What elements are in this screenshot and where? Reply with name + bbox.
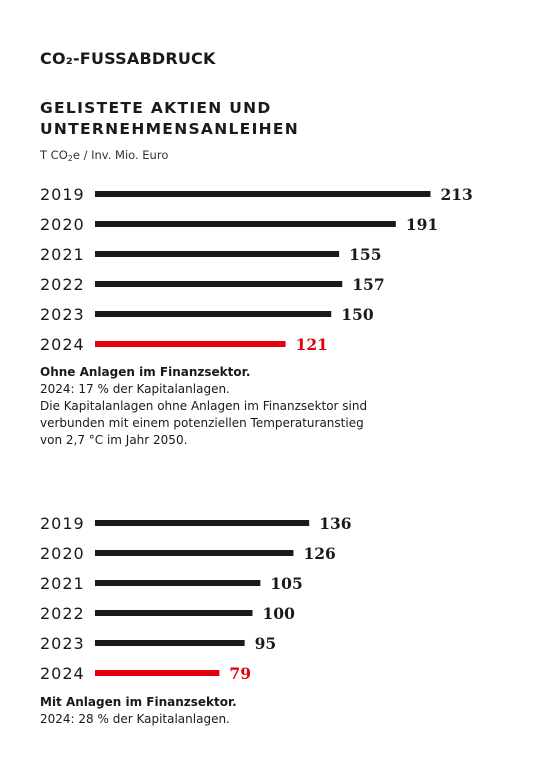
chart-2-note: Mit Anlagen im Finanzsektor. 2024: 28 % … xyxy=(40,694,480,728)
chart-2-bar-2022 xyxy=(95,610,253,616)
chart-2-bar-2023 xyxy=(95,640,245,646)
chart-1-note: Ohne Anlagen im Finanzsektor. 2024: 17 %… xyxy=(40,364,480,449)
chart-section-heading: GELISTETE AKTIEN UND UNTERNEHMENSANLEIHEN xyxy=(40,98,440,140)
chart-2-year-label-2020: 2020 xyxy=(40,544,85,563)
chart-1-year-label-2019: 2019 xyxy=(40,185,85,204)
chart-2-value-label-2019: 136 xyxy=(319,514,351,533)
chart-1-year-label-2021: 2021 xyxy=(40,245,85,264)
chart-without-financial-sector: 2019 213 2020 191 2021 155 2022 157 2023 150 2024 1… xyxy=(40,185,473,354)
title-subscript: ₂ xyxy=(65,49,73,68)
chart-1-bar-2022 xyxy=(95,281,343,287)
chart-with-financial-sector: 2019 136 2020 126 2021 105 2022 100 2023 95 2024 79 xyxy=(40,514,352,683)
chart-1-note-line-4: von 2,7 °C im Jahr 2050. xyxy=(40,433,188,447)
chart-2-value-label-2024: 79 xyxy=(229,664,251,683)
chart-2-year-label-2019: 2019 xyxy=(40,514,85,533)
chart-1-bar-2021 xyxy=(95,251,340,257)
chart-1-value-label-2021: 155 xyxy=(349,245,381,264)
chart-2-bar-2019 xyxy=(95,520,310,526)
chart-2-bar-2021 xyxy=(95,580,261,586)
unit-prefix: T CO xyxy=(40,148,68,162)
page-title: CO₂-FUSSABDRUCK xyxy=(40,49,216,68)
chart-2-year-label-2024: 2024 xyxy=(40,664,85,683)
title-prefix: CO xyxy=(40,49,66,68)
unit-subscript: 2 xyxy=(67,154,73,163)
title-suffix: -FUSSABDRUCK xyxy=(72,49,216,68)
chart-1-note-line-1: 2024: 17 % der Kapitalanlagen. xyxy=(40,382,230,396)
chart-2-note-title: Mit Anlagen im Finanzsektor. xyxy=(40,695,237,709)
chart-2-year-label-2023: 2023 xyxy=(40,634,85,653)
section-heading-line-2: UNTERNEHMENSANLEIHEN xyxy=(40,120,300,138)
chart-1-note-line-2: Die Kapitalanlagen ohne Anlagen im Finan… xyxy=(40,399,368,413)
chart-1-year-label-2022: 2022 xyxy=(40,275,85,294)
chart-1-value-label-2023: 150 xyxy=(341,305,374,324)
chart-2-bar-2020 xyxy=(95,550,294,556)
chart-1-note-line-3: verbunden mit einem potenziellen Tempera… xyxy=(40,416,364,430)
chart-1-note-title: Ohne Anlagen im Finanzsektor. xyxy=(40,365,251,379)
chart-2-value-label-2021: 105 xyxy=(270,574,302,593)
chart-2-value-label-2022: 100 xyxy=(263,604,296,623)
chart-1-bar-2023 xyxy=(95,311,332,317)
chart-2-note-line-1: 2024: 28 % der Kapitalanlagen. xyxy=(40,712,230,726)
chart-1-year-label-2023: 2023 xyxy=(40,305,85,324)
chart-1-bar-2024 xyxy=(95,341,286,347)
chart-2-bar-2024 xyxy=(95,670,220,676)
section-heading-line-1: GELISTETE AKTIEN UND xyxy=(40,99,272,117)
chart-1-value-label-2024: 121 xyxy=(296,335,328,354)
unit-label: T CO2e / Inv. Mio. Euro xyxy=(40,148,169,163)
chart-1-year-label-2024: 2024 xyxy=(40,335,85,354)
chart-1-value-label-2020: 191 xyxy=(406,215,438,234)
chart-1-value-label-2019: 213 xyxy=(440,185,472,204)
unit-suffix: e / Inv. Mio. Euro xyxy=(72,148,169,162)
chart-1-year-label-2020: 2020 xyxy=(40,215,85,234)
chart-2-year-label-2021: 2021 xyxy=(40,574,85,593)
chart-1-value-label-2022: 157 xyxy=(352,275,384,294)
chart-1-bar-2019 xyxy=(95,191,431,197)
chart-2-value-label-2023: 95 xyxy=(255,634,277,653)
chart-2-value-label-2020: 126 xyxy=(303,544,335,563)
chart-2-year-label-2022: 2022 xyxy=(40,604,85,623)
chart-1-bar-2020 xyxy=(95,221,396,227)
